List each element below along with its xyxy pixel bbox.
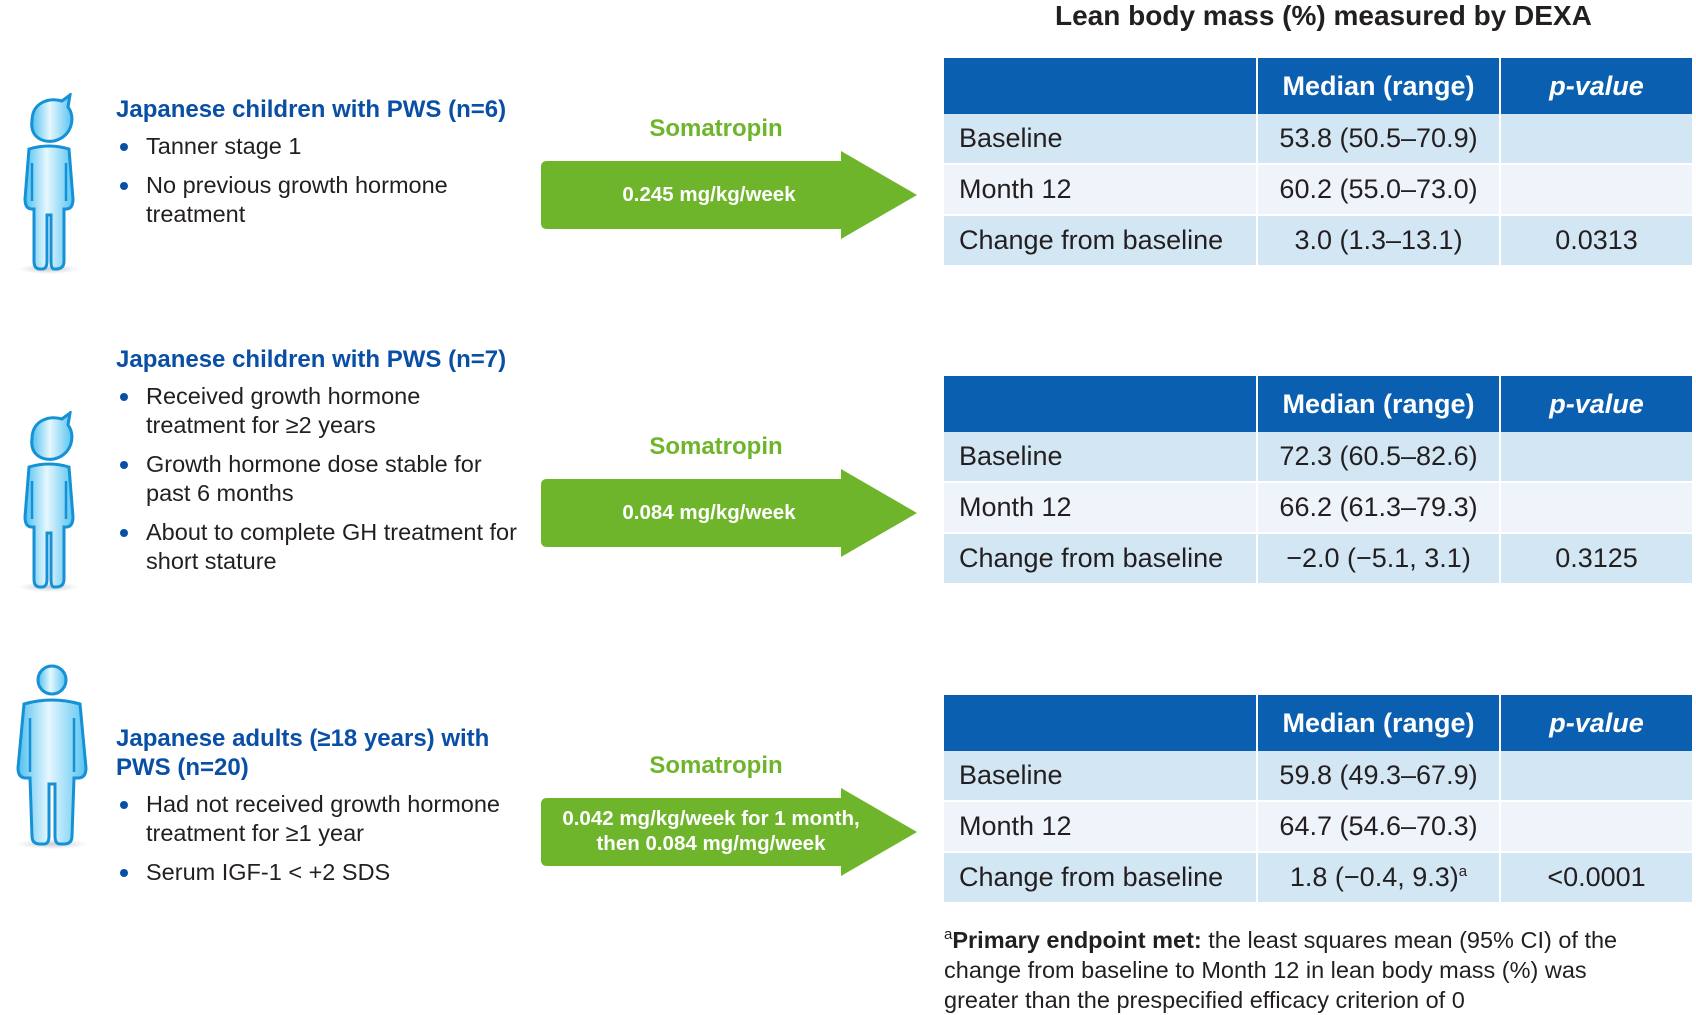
list-item: Serum IGF-1 < +2 SDS: [116, 858, 536, 887]
header-median: Median (range): [1257, 58, 1501, 114]
table-row: Month 12 64.7 (54.6–70.3): [944, 801, 1692, 853]
table-row: Change from baseline 3.0 (1.3–13.1) 0.03…: [944, 215, 1692, 265]
cohort-title: Japanese children with PWS (n=6): [116, 96, 507, 123]
cohort-title: Japanese children with PWS (n=7): [116, 346, 507, 373]
table-row: Change from baseline −2.0 (−5.1, 3.1) 0.…: [944, 533, 1692, 583]
child-figure-icon: [18, 411, 80, 593]
arrow-right-icon: [541, 469, 917, 557]
header-blank: [944, 376, 1258, 432]
list-item: No previous growth hormone treatment: [116, 171, 476, 229]
table-row: Baseline 53.8 (50.5–70.9): [944, 114, 1692, 165]
dose-text: 0.084 mg/kg/week: [622, 501, 796, 524]
list-item: About to complete GH treatment for short…: [116, 518, 526, 576]
cohort-description: Japanese children with PWS (n=6) Tanner …: [116, 95, 536, 239]
cohort-description: Japanese adults (≥18 years) with PWS (n=…: [116, 724, 536, 897]
drug-label: Somatropin: [649, 433, 783, 460]
footnote-marker: a: [1458, 863, 1468, 880]
table-header-row: Median (range) p-value: [944, 695, 1692, 751]
footnote: aPrimary endpoint met: the least squares…: [944, 920, 1664, 1015]
list-item: Growth hormone dose stable for past 6 mo…: [116, 450, 516, 508]
dose-text: 0.245 mg/kg/week: [622, 183, 796, 206]
drug-label: Somatropin: [649, 115, 783, 142]
table-row: Month 12 66.2 (61.3–79.3): [944, 482, 1692, 534]
header-median: Median (range): [1257, 376, 1501, 432]
list-item: Received growth hormone treatment for ≥2…: [116, 382, 466, 440]
child-figure-icon: [18, 93, 80, 275]
header-blank: [944, 58, 1258, 114]
header-pvalue: p-value: [1500, 376, 1692, 432]
footnote-bold: Primary endpoint met:: [952, 926, 1202, 953]
table-row: Baseline 72.3 (60.5–82.6): [944, 432, 1692, 483]
drug-label: Somatropin: [649, 752, 783, 779]
inclusion-criteria-list: Had not received growth hormone treatmen…: [116, 790, 536, 887]
adult-figure-icon: [14, 664, 90, 850]
results-table: Median (range) p-value Baseline 72.3 (60…: [944, 376, 1692, 583]
table-row: Baseline 59.8 (49.3–67.9): [944, 751, 1692, 802]
cohort-title: Japanese adults (≥18 years) with PWS (n=…: [116, 725, 490, 781]
table-row: Change from baseline 1.8 (−0.4, 9.3)a <0…: [944, 852, 1692, 902]
table-row: Month 12 60.2 (55.0–73.0): [944, 164, 1692, 216]
inclusion-criteria-list: Tanner stage 1 No previous growth hormon…: [116, 132, 536, 229]
page-title: Lean body mass (%) measured by DEXA: [1055, 0, 1592, 31]
dose-text: 0.042 mg/kg/week for 1 month, then 0.084…: [562, 807, 860, 855]
arrow-right-icon: [541, 151, 917, 239]
results-table: Median (range) p-value Baseline 53.8 (50…: [944, 58, 1692, 265]
cohort-description: Japanese children with PWS (n=7) Receive…: [116, 345, 536, 586]
header-pvalue: p-value: [1500, 695, 1692, 751]
results-table: Median (range) p-value Baseline 59.8 (49…: [944, 695, 1692, 902]
footnote-text: the least squares mean (95% CI) of the c…: [944, 926, 1618, 1013]
arrow-right-icon: [541, 788, 917, 876]
list-item: Had not received growth hormone treatmen…: [116, 790, 506, 848]
footnote-marker: a: [944, 926, 953, 943]
inclusion-criteria-list: Received growth hormone treatment for ≥2…: [116, 382, 536, 576]
header-blank: [944, 695, 1258, 751]
table-header-row: Median (range) p-value: [944, 58, 1692, 114]
header-pvalue: p-value: [1500, 58, 1692, 114]
header-median: Median (range): [1257, 695, 1501, 751]
list-item: Tanner stage 1: [116, 132, 536, 161]
table-header-row: Median (range) p-value: [944, 376, 1692, 432]
